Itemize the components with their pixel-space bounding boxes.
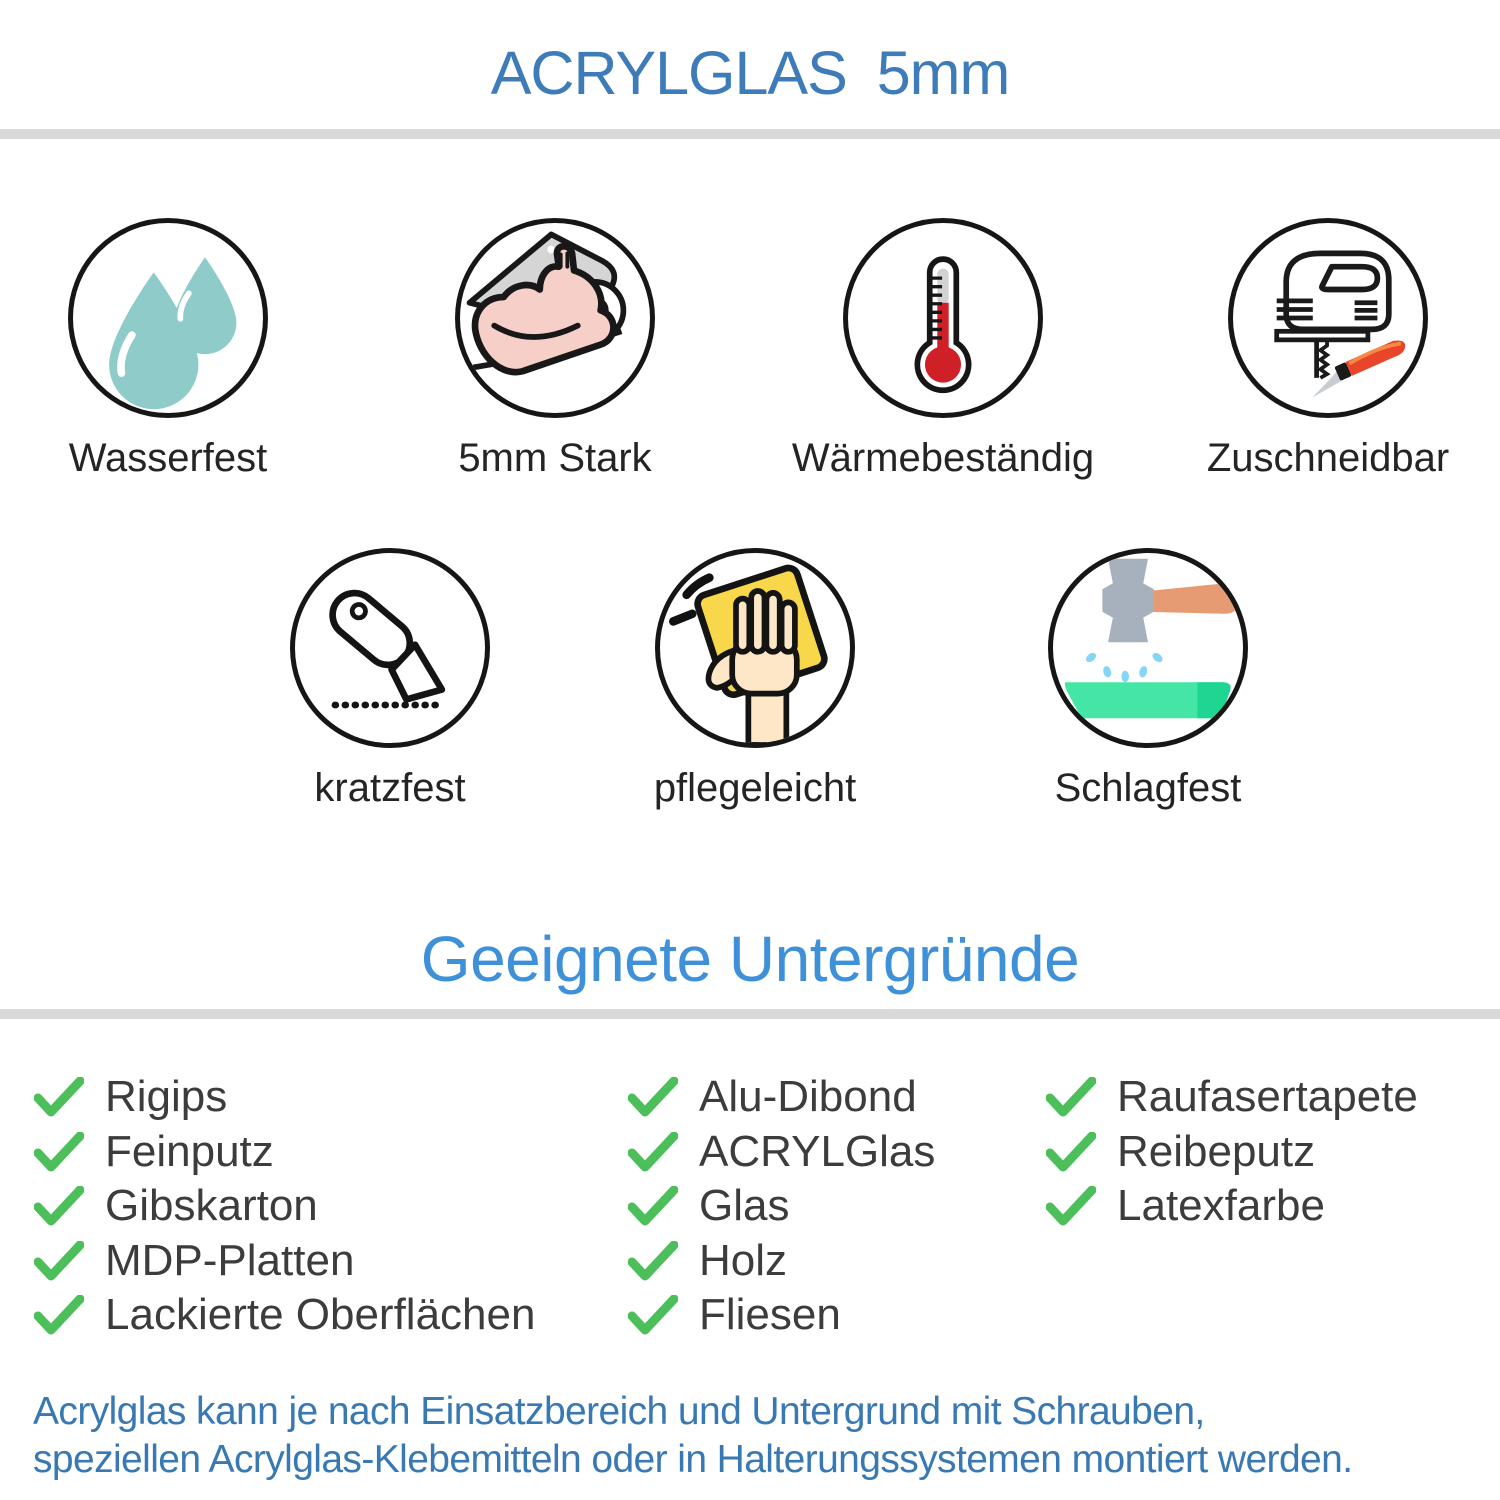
check-icon: [628, 1186, 678, 1226]
check-icon: [34, 1077, 84, 1117]
check-icon: [1046, 1131, 1096, 1172]
feature-circle: [68, 218, 268, 418]
feature-circle: [843, 218, 1043, 418]
muscle-arm-icon: [466, 231, 627, 376]
water-drops-icon: [109, 257, 237, 410]
substrate-item: MDP-Platten: [34, 1234, 535, 1289]
substrate-label: Fliesen: [699, 1290, 841, 1340]
feature-circle: [1228, 218, 1428, 418]
feature-kratzfest: kratzfest: [210, 548, 570, 811]
substrate-label: Raufasertapete: [1117, 1072, 1418, 1122]
check-icon: [628, 1295, 678, 1335]
feature-label: 5mm Stark: [458, 436, 652, 480]
substrate-label: Latexfarbe: [1117, 1181, 1325, 1231]
substrate-item: Fliesen: [628, 1288, 935, 1343]
substrates-column-2: Alu-Dibond ACRYLGlas Glas Holz Fliesen: [628, 1070, 935, 1343]
feature-circle: [290, 548, 490, 748]
check-icon: [34, 1131, 84, 1172]
check-icon: [34, 1295, 84, 1335]
check-icon: [34, 1186, 84, 1226]
check-icon: [1046, 1077, 1096, 1117]
substrate-item: Alu-Dibond: [628, 1070, 935, 1125]
substrate-item: Latexfarbe: [1046, 1179, 1418, 1234]
feature-wasserfest: Wasserfest: [0, 218, 348, 481]
feature-circle: [455, 218, 655, 418]
feature-label: Wasserfest: [68, 436, 268, 480]
substrate-label: Holz: [699, 1235, 788, 1285]
cleaning-hand-icon: [669, 564, 828, 743]
feature-circle: [1048, 548, 1248, 748]
feature-5mm-stark: 5mm Stark: [375, 218, 735, 481]
feature-label: Wärmebeständig: [791, 436, 1095, 480]
section-title: Geeignete Untergründe: [420, 923, 1080, 995]
substrate-item: Feinputz: [34, 1125, 535, 1180]
jigsaw-icon: [1274, 250, 1406, 398]
substrate-item: Lackierte Oberflächen: [34, 1288, 535, 1343]
substrate-item: Reibeputz: [1046, 1125, 1418, 1180]
feature-schlagfest: Schlagfest: [968, 548, 1328, 811]
check-icon: [628, 1240, 678, 1281]
substrate-item: Holz: [628, 1234, 935, 1289]
footer-line-1: Acrylglas kann je nach Einsatzbereich un…: [33, 1390, 1205, 1433]
substrate-label: Feinputz: [105, 1126, 274, 1176]
feature-circle: [655, 548, 855, 748]
substrate-item: Glas: [628, 1179, 935, 1234]
substrate-item: Raufasertapete: [1046, 1070, 1418, 1125]
footer-text: Acrylglas kann je nach Einsatzbereich un…: [33, 1388, 1493, 1483]
substrates-column-1: Rigips Feinputz Gibskarton MDP-Platten L…: [34, 1070, 535, 1343]
substrate-label: Reibeputz: [1117, 1126, 1316, 1176]
feature-waermebestaendig: Wärmebeständig: [763, 218, 1123, 481]
feature-label: Zuschneidbar: [1206, 436, 1450, 480]
utility-knife-icon: [329, 589, 446, 709]
feature-pflegeleicht: pflegeleicht: [575, 548, 935, 811]
footer-line-2: speziellen Acrylglas-Klebemitteln oder i…: [33, 1437, 1353, 1481]
check-icon: [1046, 1186, 1096, 1226]
substrate-label: Glas: [699, 1181, 790, 1231]
hammer-icon: [1064, 558, 1238, 719]
substrate-item: ACRYLGlas: [628, 1125, 935, 1180]
page-title: ACRYLGLAS 5mm: [490, 39, 1011, 107]
substrate-label: ACRYLGlas: [699, 1126, 936, 1176]
substrate-item: Gibskarton: [34, 1179, 535, 1234]
substrate-label: Gibskarton: [105, 1181, 318, 1231]
substrate-label: Rigips: [105, 1072, 228, 1122]
feature-label: Schlagfest: [1054, 766, 1242, 810]
feature-label: kratzfest: [314, 766, 466, 810]
check-icon: [34, 1240, 84, 1281]
substrate-label: Lackierte Oberflächen: [105, 1290, 536, 1340]
substrates-column-3: Raufasertapete Reibeputz Latexfarbe: [1046, 1070, 1418, 1234]
substrate-label: MDP-Platten: [105, 1235, 355, 1285]
substrate-label: Alu-Dibond: [699, 1072, 917, 1122]
thermometer-icon: [914, 256, 972, 394]
feature-zuschneidbar: Zuschneidbar: [1148, 218, 1500, 481]
divider: [0, 129, 1500, 139]
divider: [0, 1009, 1500, 1019]
check-icon: [628, 1131, 678, 1172]
substrate-item: Rigips: [34, 1070, 535, 1125]
feature-label: pflegeleicht: [653, 766, 857, 810]
check-icon: [628, 1077, 678, 1117]
